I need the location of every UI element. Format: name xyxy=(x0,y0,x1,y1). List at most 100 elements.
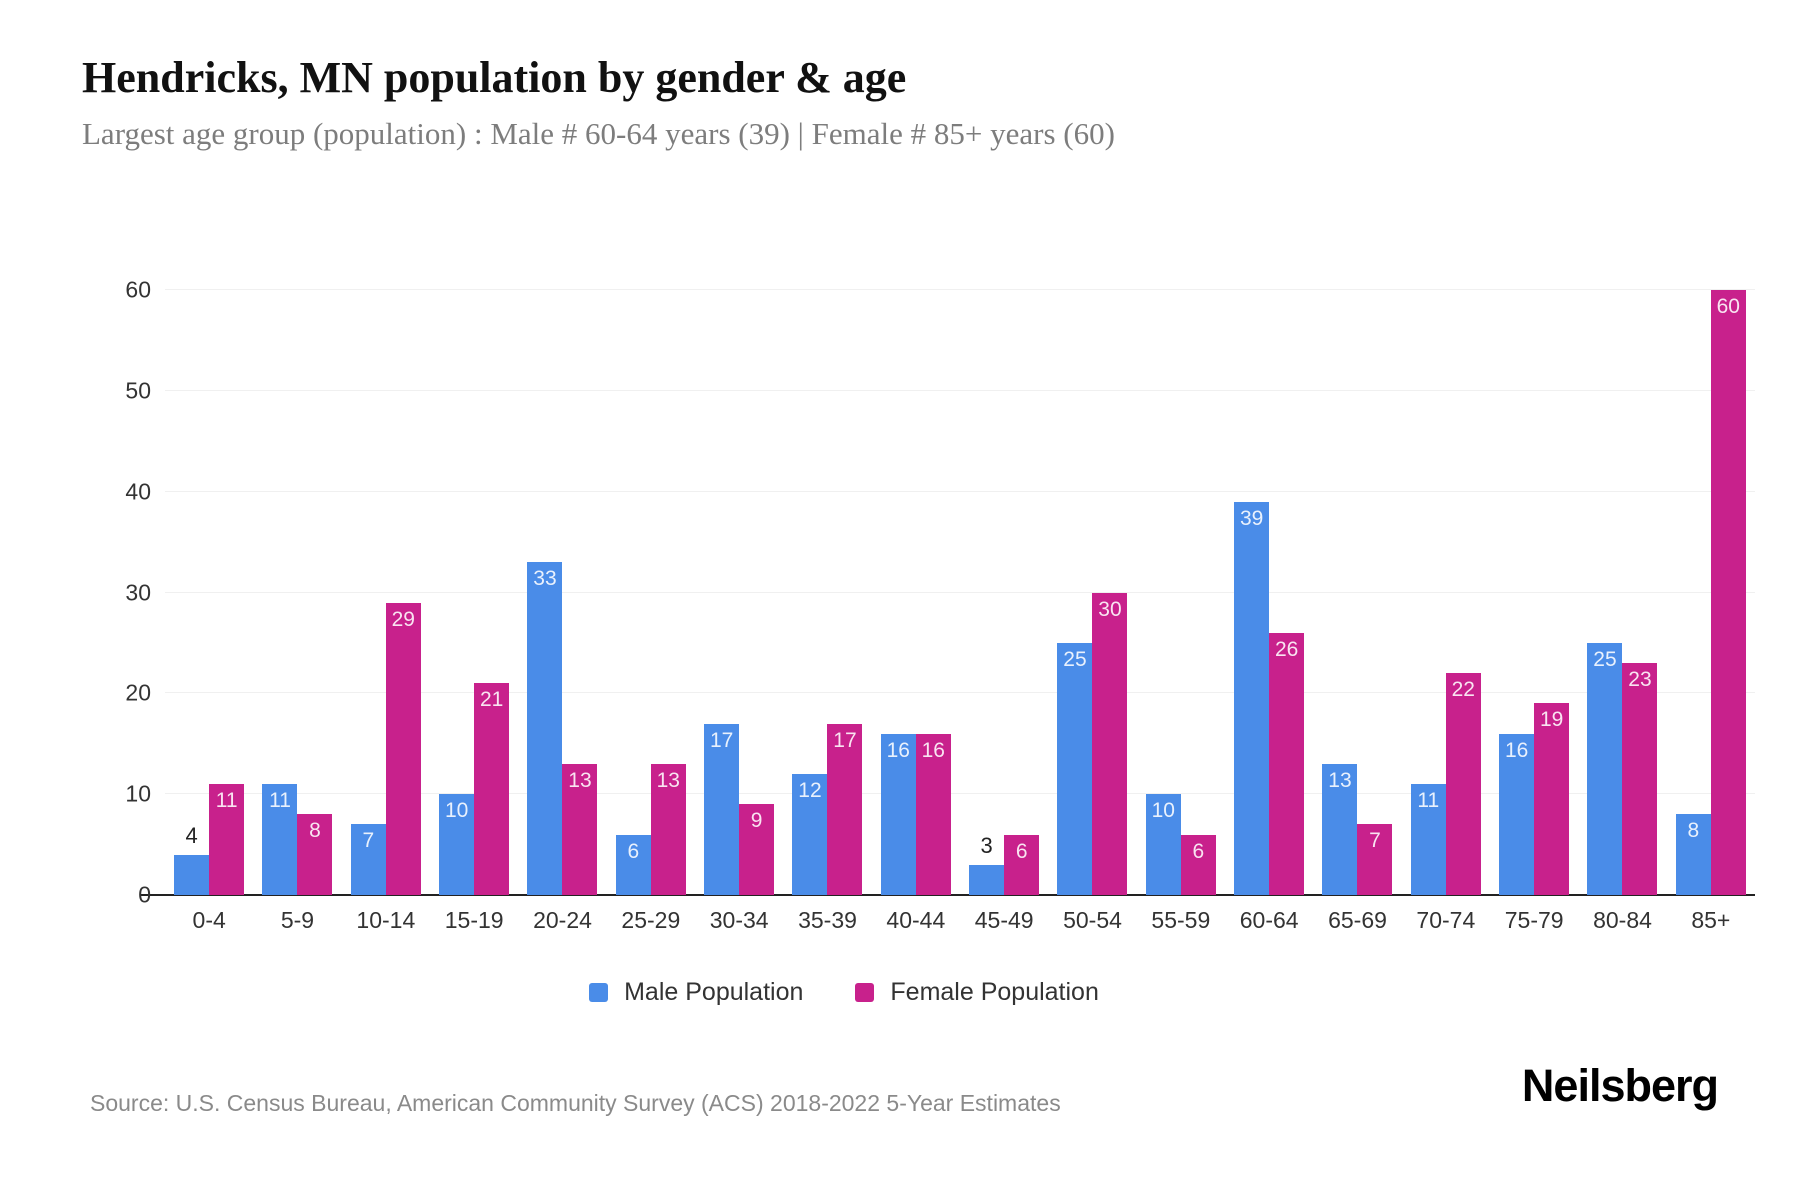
source-text: Source: U.S. Census Bureau, American Com… xyxy=(90,1090,1061,1116)
bar-value-label: 25 xyxy=(1063,647,1087,671)
bar-female-15-19: 21 xyxy=(474,683,510,895)
bar-value-label: 3 xyxy=(980,832,993,858)
bar-value-label: 16 xyxy=(1504,738,1529,762)
y-tick-label-60: 60 xyxy=(125,276,151,303)
bar-value-label: 25 xyxy=(1593,647,1617,671)
x-tick-label-80-84: 80-84 xyxy=(1593,907,1652,933)
chart-title: Hendricks, MN population by gender & age xyxy=(82,53,907,102)
legend-male-label: Male Population xyxy=(624,978,804,1006)
bar-group-75-79: 16 19 75-79 xyxy=(1490,290,1578,933)
bar-value-label: 13 xyxy=(656,768,680,792)
bar-male-55-59: 10 xyxy=(1145,794,1181,895)
x-tick-label-25-29: 25-29 xyxy=(621,907,681,933)
bar-value-label: 7 xyxy=(362,829,375,853)
female-series-swatch xyxy=(855,983,875,1002)
x-tick-label-10-14: 10-14 xyxy=(356,907,416,933)
bar-male-75-79: 16 xyxy=(1499,733,1535,895)
bar-value-label: 17 xyxy=(709,728,734,752)
gridline-50 xyxy=(165,389,1755,391)
bar-male-10-14: 7 xyxy=(350,824,386,895)
bar-value-label: 8 xyxy=(1687,819,1700,843)
bar-female-80-84: 23 xyxy=(1622,663,1658,895)
bar-value-label: 8 xyxy=(309,819,321,843)
bar-male-20-24: 33 xyxy=(527,562,563,895)
bar-value-label: 12 xyxy=(798,779,822,802)
bar-female-40-44: 16 xyxy=(915,733,951,895)
y-tick-label-0: 0 xyxy=(138,881,151,908)
legend-item-female[interactable]: Female Population xyxy=(855,978,1099,1007)
bar-value-label: 4 xyxy=(185,822,198,848)
x-tick-label-45-49: 45-49 xyxy=(974,907,1034,933)
bar-male-60-64: 39 xyxy=(1234,501,1270,895)
bar-male-0-4: 4 xyxy=(174,823,210,895)
bar-female-10-14: 29 xyxy=(385,602,421,895)
y-tick-label-50: 50 xyxy=(125,377,151,404)
bar-value-label: 19 xyxy=(1539,708,1564,732)
bar-value-label: 60 xyxy=(1716,295,1740,318)
bar-group-50-54: 25 30 50-54 xyxy=(1048,290,1136,933)
bar-value-label: 6 xyxy=(1192,839,1205,863)
x-tick-label-70-74: 70-74 xyxy=(1416,907,1476,933)
bar-female-75-79: 19 xyxy=(1534,703,1570,895)
bar-value-label: 6 xyxy=(627,839,640,863)
x-tick-label-65-69: 65-69 xyxy=(1328,907,1387,933)
bar-male-15-19: 10 xyxy=(439,794,475,895)
bar-group-65-69: 13 7 65-69 xyxy=(1313,290,1401,933)
x-tick-label-35-39: 35-39 xyxy=(798,907,857,933)
bar-group-60-64: 39 26 60-64 xyxy=(1225,290,1313,933)
bar-value-label: 33 xyxy=(533,567,557,591)
bar-female-25-29: 13 xyxy=(650,763,686,895)
bar-value-label: 13 xyxy=(1328,768,1352,792)
gridline-60 xyxy=(165,289,1755,290)
bar-group-85+: 8 60 85+ xyxy=(1667,290,1755,933)
bar-group-55-59: 10 6 55-59 xyxy=(1137,290,1225,933)
bar-value-label: 6 xyxy=(1015,839,1028,863)
gridline-20 xyxy=(165,692,1755,694)
bar-value-label: 23 xyxy=(1628,668,1652,692)
bar-group-25-29: 6 13 25-29 xyxy=(607,290,695,933)
legend-female-label: Female Population xyxy=(890,978,1099,1006)
plot-area: 0 10 20 30 40 50 60 4 11 0-4 11 8 5-9 7 29 10-14 10 21 15-… xyxy=(125,278,1755,933)
bar-male-80-84: 25 xyxy=(1587,642,1623,895)
bar-male-25-29: 6 xyxy=(615,834,651,895)
bar-group-20-24: 33 13 20-24 xyxy=(518,290,606,933)
x-axis-line xyxy=(140,894,1755,896)
legend-item-male[interactable]: Male Population xyxy=(589,978,803,1007)
bar-group-80-84: 25 23 80-84 xyxy=(1578,290,1666,933)
gridline-30 xyxy=(165,591,1755,593)
bar-male-45-49: 3 xyxy=(969,833,1005,895)
bar-group-0-4: 4 11 0-4 xyxy=(165,290,253,933)
bar-value-label: 9 xyxy=(750,809,763,833)
bar-value-label: 10 xyxy=(1151,799,1175,823)
bar-male-30-34: 17 xyxy=(704,723,740,895)
bar-male-85+: 8 xyxy=(1675,814,1711,895)
bar-value-label: 13 xyxy=(568,768,592,792)
bar-female-45-49: 6 xyxy=(1004,834,1040,895)
y-tick-label-10: 10 xyxy=(125,780,151,807)
bar-male-70-74: 11 xyxy=(1410,784,1446,895)
bar-female-50-54: 30 xyxy=(1092,592,1128,895)
bar-female-55-59: 6 xyxy=(1180,834,1216,895)
bar-male-50-54: 25 xyxy=(1057,642,1093,895)
bar-value-label: 29 xyxy=(391,607,415,631)
bar-female-60-64: 26 xyxy=(1269,632,1305,895)
bar-value-label: 11 xyxy=(269,789,291,813)
bar-value-label: 22 xyxy=(1451,678,1475,702)
bar-value-label: 11 xyxy=(1417,789,1440,813)
y-tick-label-30: 30 xyxy=(125,579,151,605)
bar-male-40-44: 16 xyxy=(880,733,916,895)
bar-group-30-34: 17 9 30-34 xyxy=(695,290,783,933)
x-tick-label-55-59: 55-59 xyxy=(1151,907,1211,933)
bar-group-70-74: 11 22 70-74 xyxy=(1402,290,1490,933)
bar-group-35-39: 12 17 35-39 xyxy=(783,290,871,933)
bar-female-30-34: 9 xyxy=(739,804,775,895)
bar-value-label: 7 xyxy=(1369,829,1381,853)
bar-female-5-9: 8 xyxy=(297,814,333,895)
bar-value-label: 10 xyxy=(444,799,469,823)
y-tick-label-40: 40 xyxy=(125,478,151,505)
bar-group-45-49: 3 6 45-49 xyxy=(960,290,1048,933)
bar-female-0-4: 11 xyxy=(209,784,245,895)
bar-female-65-69: 7 xyxy=(1357,824,1393,895)
bar-male-35-39: 12 xyxy=(792,774,828,895)
